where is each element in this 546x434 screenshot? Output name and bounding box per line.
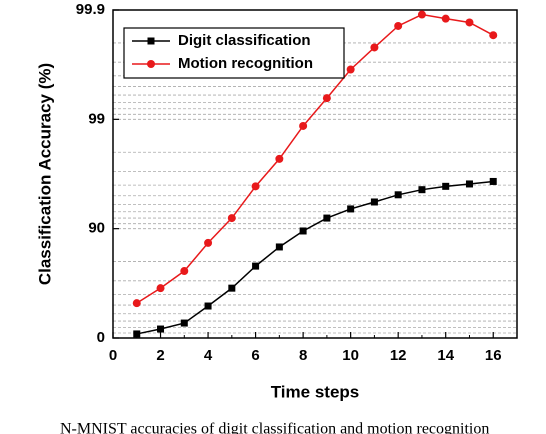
point	[442, 182, 450, 190]
point	[465, 18, 474, 27]
point	[204, 302, 212, 310]
x-tick-label: 10	[342, 347, 359, 364]
point	[417, 10, 426, 19]
point	[299, 121, 308, 130]
point	[157, 325, 165, 333]
legend-label: Motion recognition	[178, 55, 313, 72]
point	[252, 262, 260, 270]
x-tick-label: 2	[156, 347, 164, 364]
point	[251, 182, 260, 191]
point	[346, 65, 355, 74]
x-tick-label: 14	[437, 347, 454, 364]
x-axis-label: Time steps	[271, 382, 360, 401]
point	[180, 319, 188, 327]
point	[204, 238, 213, 247]
series-line	[136, 180, 494, 335]
point	[228, 284, 236, 292]
point	[323, 214, 331, 222]
y-axis-label: Classification Accuracy (%)	[35, 63, 54, 285]
y-tick-label: 0	[97, 329, 105, 346]
point	[347, 205, 355, 213]
y-tick-label: 90	[88, 220, 105, 237]
x-tick-label: 6	[251, 347, 259, 364]
x-tick-label: 16	[485, 347, 502, 364]
series-line	[136, 13, 494, 304]
point	[394, 191, 402, 199]
point	[489, 31, 498, 40]
point	[132, 299, 141, 308]
x-tick-label: 4	[204, 347, 213, 364]
point	[156, 284, 165, 293]
y-tick-label: 99	[88, 110, 105, 127]
point	[465, 180, 473, 188]
x-tick-label: 8	[299, 347, 307, 364]
caption: N-MNIST accuracies of digit classificati…	[60, 421, 489, 434]
y-tick-label: 99.9	[76, 1, 105, 18]
x-tick-label: 0	[109, 347, 117, 364]
legend-box	[123, 27, 345, 79]
point	[370, 198, 378, 206]
legend-label: Digit classification	[178, 32, 311, 49]
point	[133, 330, 141, 338]
point	[322, 94, 331, 103]
x-tick-label: 12	[390, 347, 407, 364]
point	[370, 43, 379, 52]
point	[180, 267, 189, 276]
point	[489, 177, 497, 185]
legend-marker	[147, 37, 155, 45]
point	[441, 14, 450, 23]
point	[418, 186, 426, 194]
legend-marker	[147, 60, 155, 68]
plot-frame	[112, 9, 518, 339]
point	[394, 21, 403, 30]
point	[299, 227, 307, 235]
point	[227, 214, 236, 223]
point	[275, 243, 283, 251]
point	[275, 154, 284, 163]
